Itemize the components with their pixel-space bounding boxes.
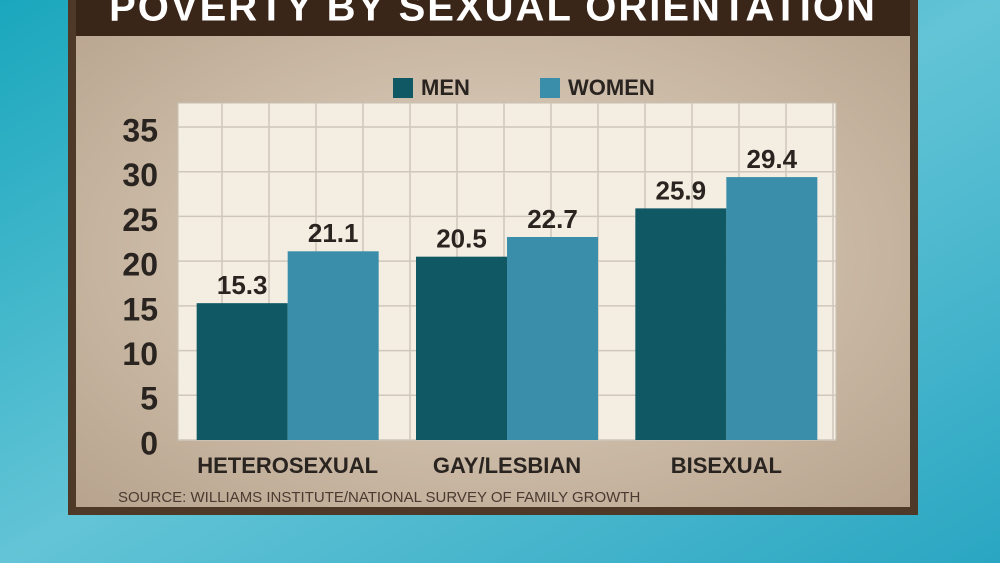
x-tick-label: GAY/LESBIAN xyxy=(433,453,581,478)
bar xyxy=(287,251,379,440)
value-label: 20.5 xyxy=(436,224,487,254)
value-label: 25.9 xyxy=(656,175,707,205)
value-label: 22.7 xyxy=(527,204,578,234)
bar xyxy=(196,303,288,440)
y-tick-label: 15 xyxy=(122,291,158,327)
bar xyxy=(507,236,598,440)
legend-swatch xyxy=(540,78,560,98)
y-tick-label: 5 xyxy=(140,381,158,417)
x-tick-label: HETEROSEXUAL xyxy=(197,453,378,478)
legend-swatch xyxy=(393,78,413,98)
value-label: 15.3 xyxy=(217,270,268,300)
bar xyxy=(635,208,727,440)
y-tick-label: 25 xyxy=(122,202,158,238)
x-tick-label: BISEXUAL xyxy=(671,453,782,478)
value-label: 21.1 xyxy=(308,218,359,248)
y-tick-label: 35 xyxy=(122,112,158,148)
chart-title: POVERTY BY SEXUAL ORIENTATION xyxy=(109,0,877,30)
y-tick-label: 30 xyxy=(122,157,158,193)
value-label: 29.4 xyxy=(747,144,798,174)
y-tick-label: 20 xyxy=(122,247,158,283)
y-tick-label: 10 xyxy=(122,336,158,372)
y-tick-label: 0 xyxy=(140,425,158,461)
title-bar xyxy=(76,0,910,36)
legend-label: MEN xyxy=(421,75,470,100)
bar xyxy=(416,256,507,440)
bar xyxy=(726,177,818,440)
source: SOURCE: WILLIAMS INSTITUTE/NATIONAL SURV… xyxy=(118,489,640,506)
legend-label: WOMEN xyxy=(568,75,655,100)
